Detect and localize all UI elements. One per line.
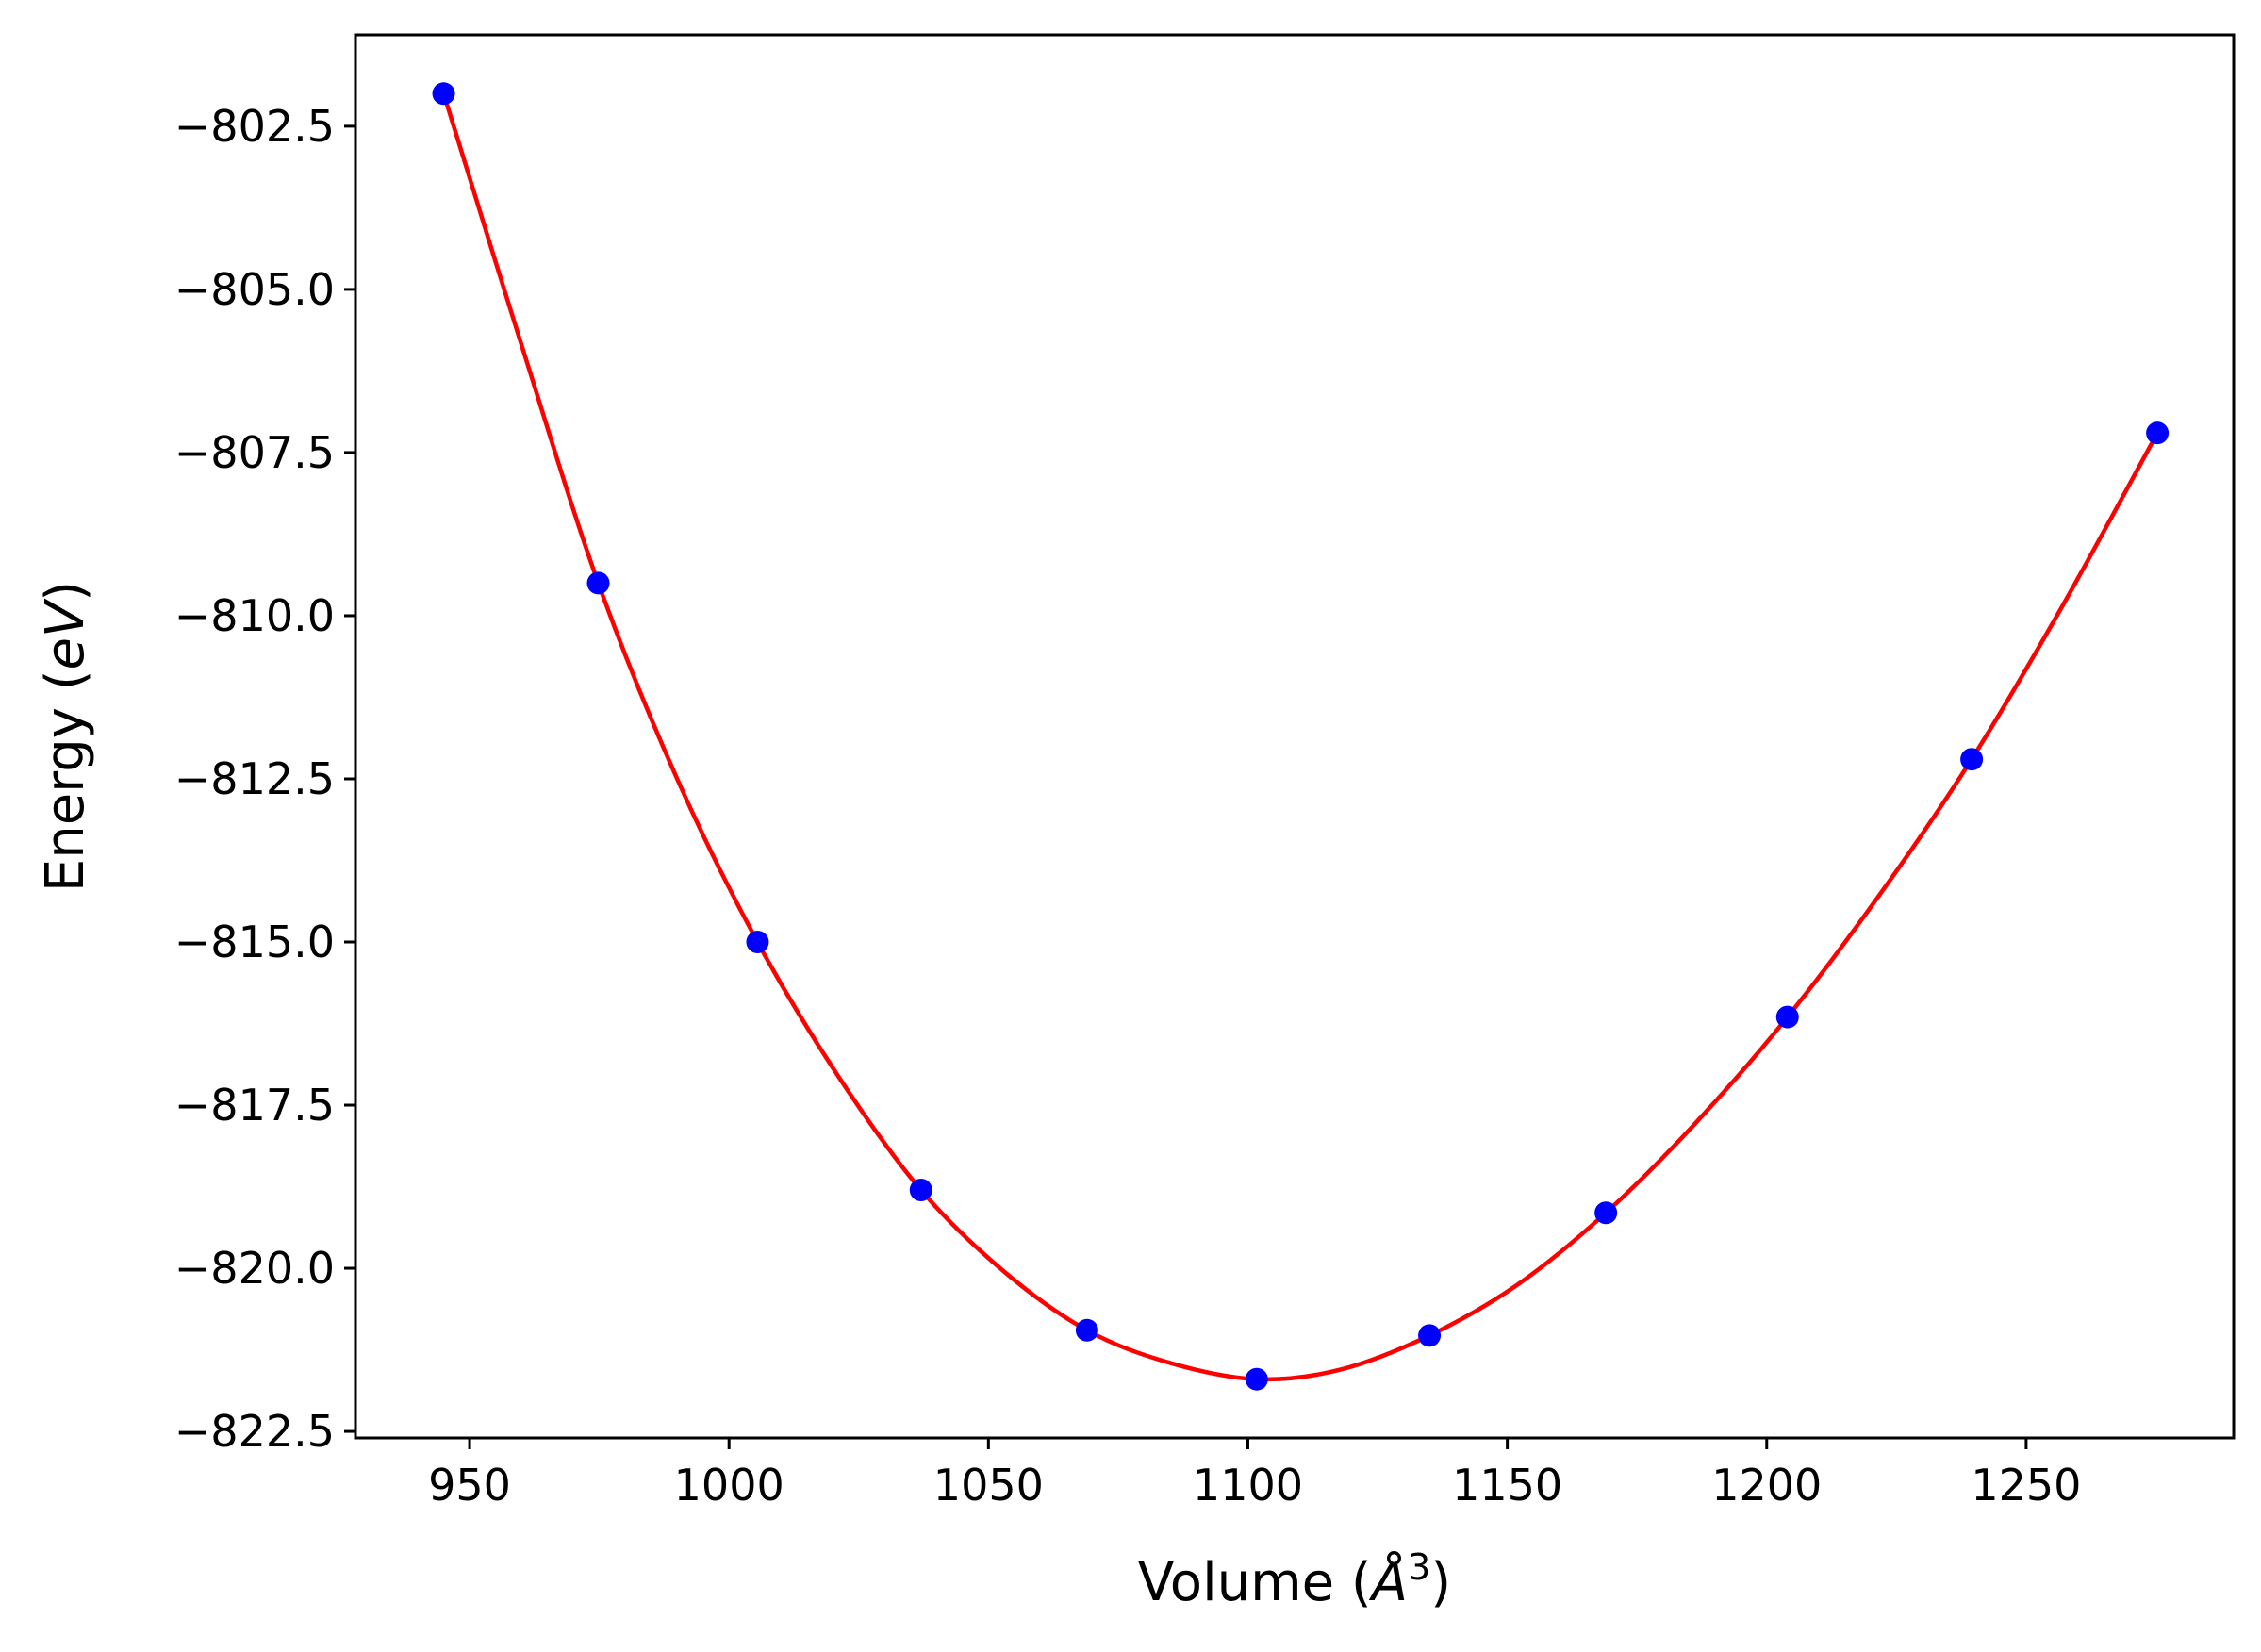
plot-frame	[354, 33, 2236, 1440]
y-axis-label-prefix: Energy (	[35, 669, 96, 892]
y-axis-label-italic: eV	[35, 598, 96, 669]
y-axis-ticks: −802.5 −805.0 −807.5 −810.0 −812.5 −815.0 −817…	[174, 101, 355, 1457]
y-tick-label: −822.5	[174, 1406, 335, 1457]
x-axis-label-symbol: Å	[1369, 1551, 1408, 1613]
y-tick-label: −812.5	[174, 753, 335, 804]
y-tick-label: −805.0	[174, 264, 335, 315]
y-tick-label: −807.5	[174, 427, 335, 478]
series-layer	[432, 82, 2170, 1391]
y-tick-label: −802.5	[174, 101, 335, 152]
x-axis-label: Volume (Å3)	[1138, 1546, 1451, 1613]
y-axis-label: Energy (eV)	[35, 581, 96, 892]
data-point	[1075, 1318, 1098, 1342]
data-point	[746, 931, 769, 954]
x-tick-label: 1000	[674, 1460, 784, 1511]
x-axis-ticks: 950 1000 1050 1100 1150 1200 1250	[428, 1438, 2081, 1511]
x-tick-label: 1150	[1452, 1460, 1562, 1511]
data-point	[586, 571, 610, 595]
fit-curve-line	[441, 91, 2160, 1382]
x-tick-label: 1250	[1971, 1460, 2081, 1511]
data-point	[1594, 1201, 1618, 1225]
data-point	[1418, 1324, 1442, 1347]
data-point	[2146, 421, 2170, 445]
x-tick-label: 950	[428, 1460, 511, 1511]
data-point	[909, 1179, 932, 1202]
plot-area	[355, 35, 2234, 1438]
y-tick-label: −810.0	[174, 590, 335, 641]
x-axis-label-suffix: )	[1430, 1552, 1451, 1613]
y-tick-label: −820.0	[174, 1243, 335, 1294]
data-point	[1960, 748, 1984, 771]
y-axis-label-suffix: )	[35, 581, 96, 602]
data-point	[1775, 1005, 1799, 1029]
x-tick-label: 1200	[1711, 1460, 1822, 1511]
y-tick-label: −815.0	[174, 917, 335, 967]
x-axis-label-prefix: Volume (	[1138, 1552, 1372, 1613]
y-tick-label: −817.5	[174, 1080, 335, 1131]
x-axis-label-superscript: 3	[1408, 1546, 1430, 1588]
x-tick-label: 1100	[1193, 1460, 1303, 1511]
data-point	[432, 82, 455, 106]
x-tick-label: 1050	[933, 1460, 1044, 1511]
data-point	[1245, 1367, 1268, 1391]
